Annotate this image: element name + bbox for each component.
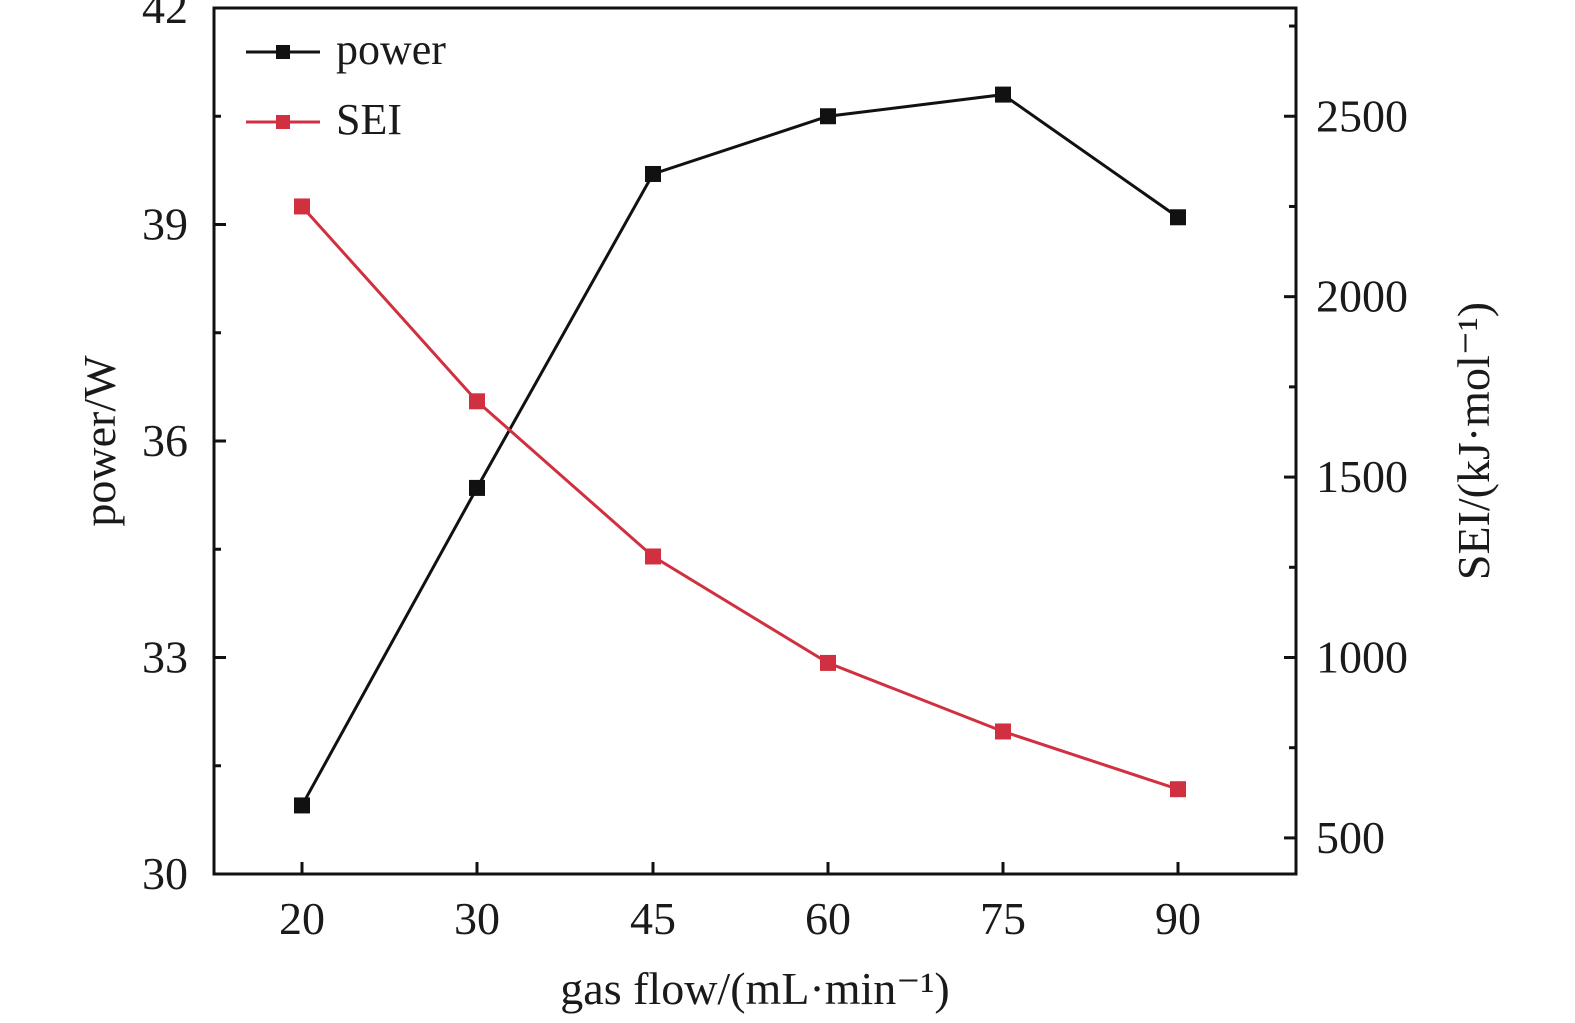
legend: power SEI — [246, 25, 446, 144]
y2-tick-label: 2500 — [1316, 90, 1408, 141]
x-tick-label: 20 — [279, 893, 325, 944]
data-point-sei — [645, 548, 661, 565]
data-point-sei — [469, 393, 485, 410]
x-axis-title: gas flow/(mL·min⁻¹) — [560, 963, 949, 1014]
data-point-sei — [294, 198, 310, 215]
legend-label-power: power — [336, 25, 446, 74]
y-tick-label: 36 — [142, 415, 188, 466]
data-point-sei — [1170, 781, 1186, 798]
data-point-power — [469, 479, 485, 496]
legend-label-sei: SEI — [336, 95, 402, 144]
y2-tick-label: 500 — [1316, 812, 1385, 863]
y-tick-label: 39 — [142, 199, 188, 250]
y2-tick-label: 1000 — [1316, 632, 1408, 683]
series-lines — [300, 93, 1179, 807]
y-tick-label: 30 — [142, 848, 188, 899]
x-tick-label: 75 — [980, 893, 1026, 944]
data-point-power — [1170, 209, 1186, 226]
y2-tick-label: 1500 — [1316, 451, 1408, 502]
axis-tick-labels: 20 30 45 60 75 90 30 33 36 39 42 500 1000 1500 2000 250… — [142, 0, 1408, 944]
legend-marker-power — [276, 45, 290, 59]
series-line-sei — [300, 205, 1179, 791]
data-point-power — [995, 86, 1011, 103]
y2-axis-title: SEI/(kJ·mol⁻¹) — [1448, 302, 1499, 580]
data-point-sei — [995, 723, 1011, 740]
y2-tick-label: 2000 — [1316, 271, 1408, 322]
series-line-power — [300, 93, 1179, 807]
x-tick-label: 45 — [630, 893, 676, 944]
y-tick-label: 42 — [142, 0, 188, 33]
x-tick-label: 90 — [1155, 893, 1201, 944]
data-point-power — [294, 797, 310, 814]
legend-marker-sei — [276, 115, 290, 129]
data-point-power — [645, 165, 661, 182]
axis-ticks — [214, 6, 1296, 876]
series-markers — [294, 86, 1186, 814]
y-tick-label: 33 — [142, 632, 188, 683]
data-point-power — [820, 108, 836, 125]
x-tick-label: 60 — [805, 893, 851, 944]
x-tick-label: 30 — [454, 893, 500, 944]
y-axis-title: power/W — [74, 355, 125, 527]
data-point-sei — [820, 654, 836, 671]
